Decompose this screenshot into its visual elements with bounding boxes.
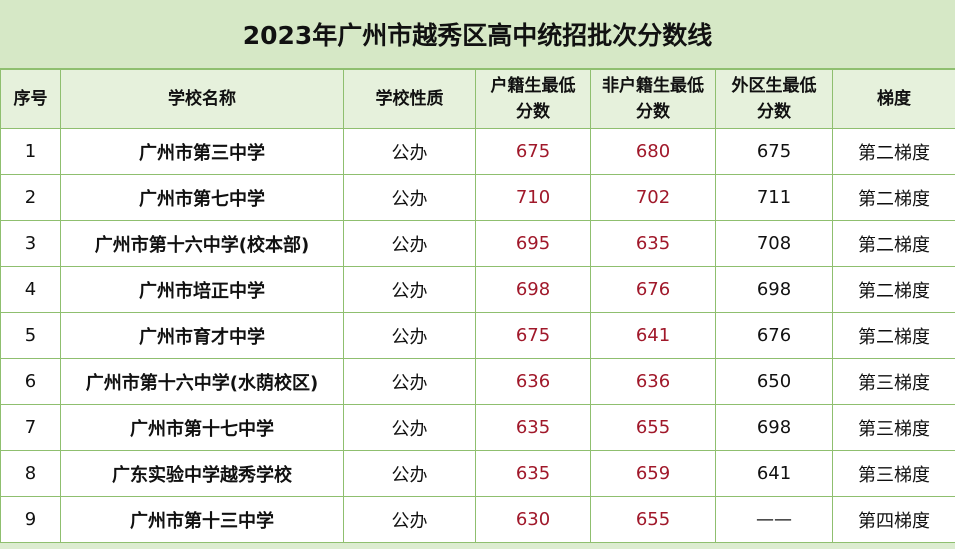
cell-tier: 第二梯度 [833, 221, 955, 267]
cell-school-type: 公办 [344, 221, 476, 267]
cell-outdistrict-min: 641 [716, 451, 833, 497]
header-line: 分数 [591, 99, 715, 125]
header-line: 外区生最低 [716, 73, 832, 99]
cell-school-name: 广州市第七中学 [61, 175, 344, 221]
cell-index: 6 [1, 359, 61, 405]
cell-school-type: 公办 [344, 359, 476, 405]
header-school-type: 学校性质 [344, 70, 476, 129]
cell-school-type: 公办 [344, 267, 476, 313]
cell-index: 5 [1, 313, 61, 359]
header-line: 户籍生最低 [476, 73, 590, 99]
cell-local-min: 695 [476, 221, 591, 267]
cell-school-name: 广州市第十三中学 [61, 497, 344, 543]
bottom-strip [0, 543, 955, 549]
cell-index: 7 [1, 405, 61, 451]
header-line: 学校名称 [61, 86, 343, 112]
cell-local-min: 636 [476, 359, 591, 405]
header-line: 非户籍生最低 [591, 73, 715, 99]
header-row: 序号学校名称学校性质户籍生最低分数非户籍生最低分数外区生最低分数梯度 [1, 70, 955, 129]
cell-school-name: 广州市培正中学 [61, 267, 344, 313]
cell-tier: 第二梯度 [833, 175, 955, 221]
cell-nonlocal-min: 655 [591, 497, 716, 543]
header-line: 序号 [1, 86, 60, 112]
cell-index: 3 [1, 221, 61, 267]
cell-nonlocal-min: 659 [591, 451, 716, 497]
cell-tier: 第三梯度 [833, 405, 955, 451]
cell-index: 2 [1, 175, 61, 221]
cell-school-type: 公办 [344, 313, 476, 359]
cell-tier: 第二梯度 [833, 313, 955, 359]
table-title: 2023年广州市越秀区高中统招批次分数线 [0, 0, 955, 69]
cell-local-min: 635 [476, 451, 591, 497]
header-nonlocal-min: 非户籍生最低分数 [591, 70, 716, 129]
cell-outdistrict-min: 708 [716, 221, 833, 267]
cell-local-min: 675 [476, 313, 591, 359]
cell-nonlocal-min: 636 [591, 359, 716, 405]
cell-school-name: 广州市第十六中学(校本部) [61, 221, 344, 267]
cell-school-name: 广州市育才中学 [61, 313, 344, 359]
cell-tier: 第三梯度 [833, 359, 955, 405]
cell-outdistrict-min: 698 [716, 405, 833, 451]
cell-tier: 第二梯度 [833, 267, 955, 313]
header-outdistrict-min: 外区生最低分数 [716, 70, 833, 129]
cell-outdistrict-min: 676 [716, 313, 833, 359]
cell-nonlocal-min: 680 [591, 129, 716, 175]
header-local-min: 户籍生最低分数 [476, 70, 591, 129]
cell-index: 9 [1, 497, 61, 543]
cell-school-name: 广州市第十七中学 [61, 405, 344, 451]
cell-local-min: 635 [476, 405, 591, 451]
header-line: 梯度 [833, 86, 955, 112]
cell-index: 4 [1, 267, 61, 313]
header-line: 分数 [476, 99, 590, 125]
cell-outdistrict-min: 675 [716, 129, 833, 175]
cell-index: 8 [1, 451, 61, 497]
cell-school-type: 公办 [344, 175, 476, 221]
cell-school-name: 广东实验中学越秀学校 [61, 451, 344, 497]
cell-nonlocal-min: 641 [591, 313, 716, 359]
cell-school-type: 公办 [344, 405, 476, 451]
header-line: 学校性质 [344, 86, 475, 112]
cell-school-name: 广州市第十六中学(水荫校区) [61, 359, 344, 405]
header-index: 序号 [1, 70, 61, 129]
cell-nonlocal-min: 655 [591, 405, 716, 451]
cell-school-name: 广州市第三中学 [61, 129, 344, 175]
cell-outdistrict-min: —— [716, 497, 833, 543]
cell-tier: 第三梯度 [833, 451, 955, 497]
cell-nonlocal-min: 635 [591, 221, 716, 267]
cell-local-min: 710 [476, 175, 591, 221]
cell-tier: 第四梯度 [833, 497, 955, 543]
cell-local-min: 630 [476, 497, 591, 543]
cell-nonlocal-min: 702 [591, 175, 716, 221]
header-line: 分数 [716, 99, 832, 125]
cell-nonlocal-min: 676 [591, 267, 716, 313]
cell-outdistrict-min: 650 [716, 359, 833, 405]
header-tier: 梯度 [833, 70, 955, 129]
cell-local-min: 675 [476, 129, 591, 175]
header-school-name: 学校名称 [61, 70, 344, 129]
cell-school-type: 公办 [344, 451, 476, 497]
cell-school-type: 公办 [344, 129, 476, 175]
cell-school-type: 公办 [344, 497, 476, 543]
cell-index: 1 [1, 129, 61, 175]
cell-outdistrict-min: 711 [716, 175, 833, 221]
cell-tier: 第二梯度 [833, 129, 955, 175]
cell-local-min: 698 [476, 267, 591, 313]
cell-outdistrict-min: 698 [716, 267, 833, 313]
